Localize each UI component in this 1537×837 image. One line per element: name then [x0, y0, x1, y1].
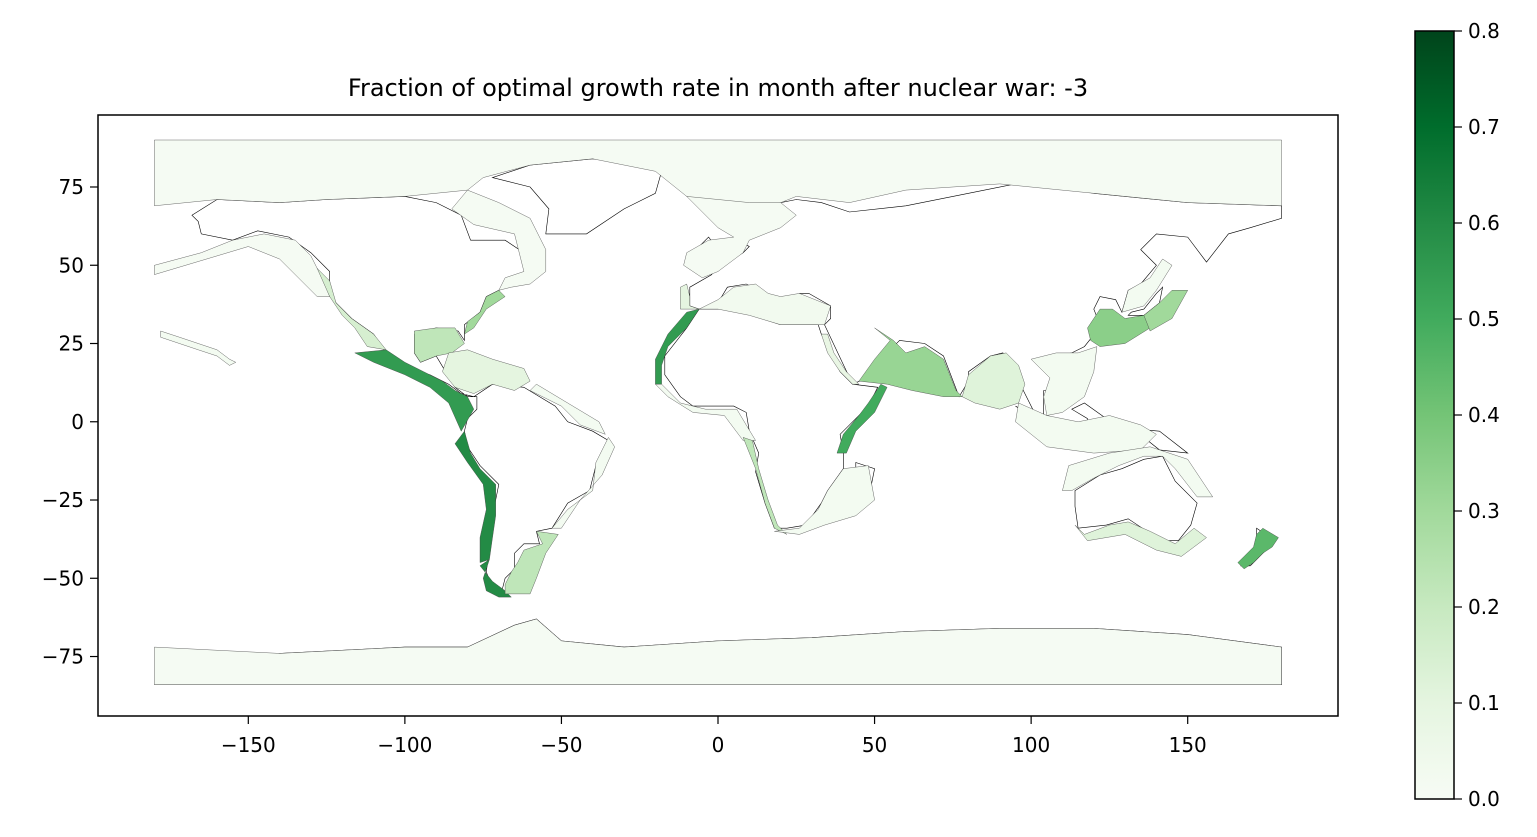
- x-tick-label: −150: [221, 733, 276, 757]
- x-axis: −150 −100 −50 0 50 100 150: [221, 716, 1207, 757]
- colorbar-axis: 0.0 0.1 0.2 0.3 0.4 0.5 0.6 0.7 0.8: [1454, 19, 1500, 811]
- land-mass: [689, 180, 1282, 420]
- ocean-region: Arctic ocean: 0.01: [154, 139, 1282, 216]
- colorbar-tick-label: 0.8: [1468, 19, 1500, 43]
- ocean-region: Caribbean: 0.1: [442, 349, 531, 394]
- y-tick-label: 25: [59, 332, 84, 356]
- colorbar-tick-label: 0.6: [1468, 211, 1500, 235]
- x-tick-label: −100: [377, 733, 432, 757]
- ocean-region: South China Sea: 0.02: [1030, 346, 1098, 416]
- ocean-region: Chilean fjords: 0.6: [479, 559, 512, 598]
- colorbar: [1414, 30, 1455, 800]
- y-tick-label: −25: [42, 488, 84, 512]
- y-tick-label: −75: [42, 645, 84, 669]
- ocean-region: Agulhas current: 0.02: [774, 465, 875, 535]
- ocean-region: New Zealand shelf: 0.45: [1237, 527, 1279, 570]
- x-tick-label: 150: [1169, 733, 1207, 757]
- y-tick-label: 0: [71, 410, 84, 434]
- ocean-region: Hawaiian chain: 0.02: [160, 330, 237, 366]
- ocean-region: Pacific Central American: 0.55: [354, 349, 475, 432]
- map-area: Arctic ocean: 0.01 Southern ocean: 0.01 No…: [154, 139, 1282, 686]
- colorbar-tick-label: 0.2: [1468, 595, 1500, 619]
- ocean-region: Patagonian shelf: 0.22: [504, 531, 559, 595]
- ocean-region: Kuroshio current: 0.3: [1143, 290, 1189, 332]
- x-tick-label: 0: [712, 733, 725, 757]
- colorbar-tick-label: 0.0: [1468, 787, 1500, 811]
- ocean-region: Bay of Bengal: 0.12: [961, 352, 1026, 410]
- ocean-region: Indonesian sea: 0.02: [1015, 402, 1157, 454]
- chart-title: Fraction of optimal growth rate in month…: [348, 74, 1088, 102]
- ocean-region: North Australian shelf: 0.02: [1062, 446, 1214, 498]
- x-tick-label: 50: [862, 733, 887, 757]
- ocean-region: Somali current: 0.5: [836, 383, 888, 454]
- colorbar-tick-label: 0.3: [1468, 499, 1500, 523]
- ocean-region: US Atlantic shelf: 0.3: [464, 290, 506, 335]
- colorbar-tick-label: 0.4: [1468, 403, 1500, 427]
- ocean-region: NE Atlantic shelf: 0.01: [683, 196, 797, 279]
- ocean-region: Mediterranean: 0.03: [699, 283, 831, 325]
- ocean-region: Sea of Japan: 0.02: [1121, 258, 1173, 313]
- ocean-region: NW Atlantic shelf: 0.01: [451, 189, 546, 291]
- ocean-region: Southern ocean: 0.01: [154, 618, 1282, 685]
- x-tick-label: 100: [1012, 733, 1050, 757]
- x-tick-label: −50: [540, 733, 582, 757]
- ocean-region: South Australian shelf: 0.12: [1074, 521, 1207, 557]
- colorbar-tick-label: 0.5: [1468, 307, 1500, 331]
- ocean-region: Humboldt current: 0.6: [454, 430, 496, 563]
- colorbar-tick-label: 0.1: [1468, 691, 1500, 715]
- y-tick-label: 50: [59, 253, 84, 277]
- y-tick-label: 75: [59, 175, 84, 199]
- y-axis: 75 50 25 0 −25 −50 −75: [42, 175, 98, 669]
- ocean-region: Red Sea: 0.08: [821, 333, 860, 385]
- ocean-region: Arabian Sea: 0.32: [858, 327, 963, 397]
- ocean-region: Benguela current: 0.22: [742, 437, 788, 535]
- colorbar-tick-label: 0.7: [1468, 115, 1500, 139]
- ocean-region: East Brazil shelf: 0.02: [551, 437, 615, 529]
- ocean-region: North Brazil shelf: 0.02: [529, 383, 606, 435]
- land-mass: [1074, 455, 1198, 542]
- y-tick-label: −50: [42, 566, 84, 590]
